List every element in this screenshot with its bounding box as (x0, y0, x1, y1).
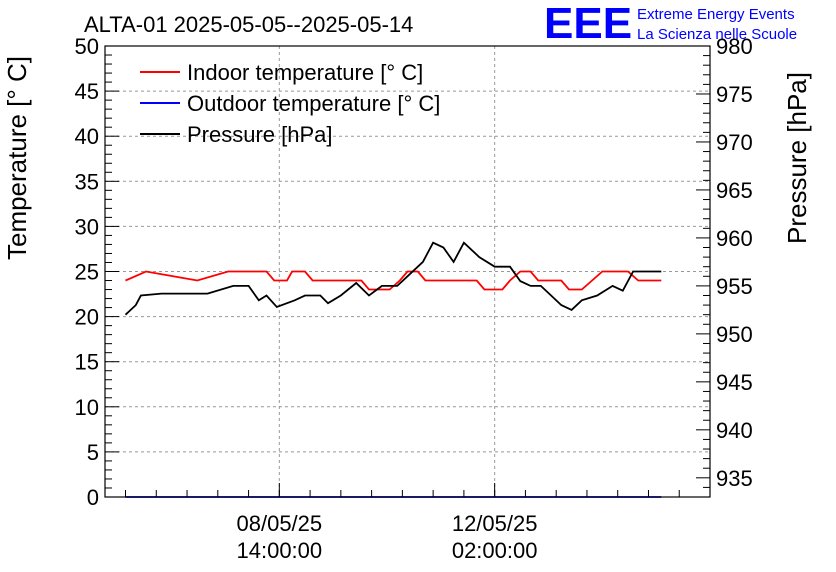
legend-label-0: Indoor temperature [° C] (187, 60, 423, 85)
left-axis: 0 5 10 15 20 25 30 35 40 45 50 (75, 34, 119, 510)
x-tick-label-time: 14:00:00 (237, 538, 323, 563)
y2-tick-label: 935 (716, 466, 753, 491)
legend: Indoor temperature [° C] Outdoor temperat… (140, 60, 440, 147)
y2-tick-label: 940 (716, 418, 753, 443)
y-tick-label: 0 (87, 485, 99, 510)
y-tick-label: 35 (75, 169, 99, 194)
eee-logo: EEE (544, 0, 632, 48)
y-tick-label: 15 (75, 350, 99, 375)
y-tick-label: 25 (75, 260, 99, 285)
y2-tick-label: 980 (716, 34, 753, 59)
y2-tick-label: 955 (716, 274, 753, 299)
series-group (124, 241, 662, 498)
x-tick-label-time: 02:00:00 (452, 538, 538, 563)
x-tick-label-date: 08/05/25 (237, 511, 323, 536)
legend-label-2: Pressure [hPa] (187, 122, 333, 147)
legend-label-1: Outdoor temperature [° C] (187, 91, 440, 116)
y-tick-label: 20 (75, 305, 99, 330)
y2-tick-label: 950 (716, 322, 753, 347)
y-axis-label: Temperature [° C] (2, 56, 32, 260)
brand-line-2: La Scienza nelle Scuole (637, 26, 797, 43)
y-tick-label: 45 (75, 79, 99, 104)
y2-tick-label: 960 (716, 226, 753, 251)
x-tick-label-date: 12/05/25 (452, 511, 538, 536)
y-tick-label: 40 (75, 124, 99, 149)
brand-line-1: Extreme Energy Events (637, 6, 795, 23)
right-axis: 935 940 945 950 955 960 965 970 975 980 (696, 34, 753, 498)
series-line-2 (124, 241, 662, 316)
y2-tick-label: 975 (716, 82, 753, 107)
y2-tick-label: 965 (716, 178, 753, 203)
y2-axis-label: Pressure [hPa] (782, 72, 812, 244)
y-tick-label: 50 (75, 34, 99, 59)
y2-tick-label: 970 (716, 130, 753, 155)
y-tick-label: 30 (75, 214, 99, 239)
y2-tick-label: 945 (716, 370, 753, 395)
chart-title: ALTA-01 2025-05-05--2025-05-14 (84, 12, 413, 37)
y-tick-label: 10 (75, 395, 99, 420)
series-line-0 (125, 270, 662, 291)
y-tick-label: 5 (87, 440, 99, 465)
brand-block: EEE Extreme Energy Events La Scienza nel… (544, 0, 797, 48)
